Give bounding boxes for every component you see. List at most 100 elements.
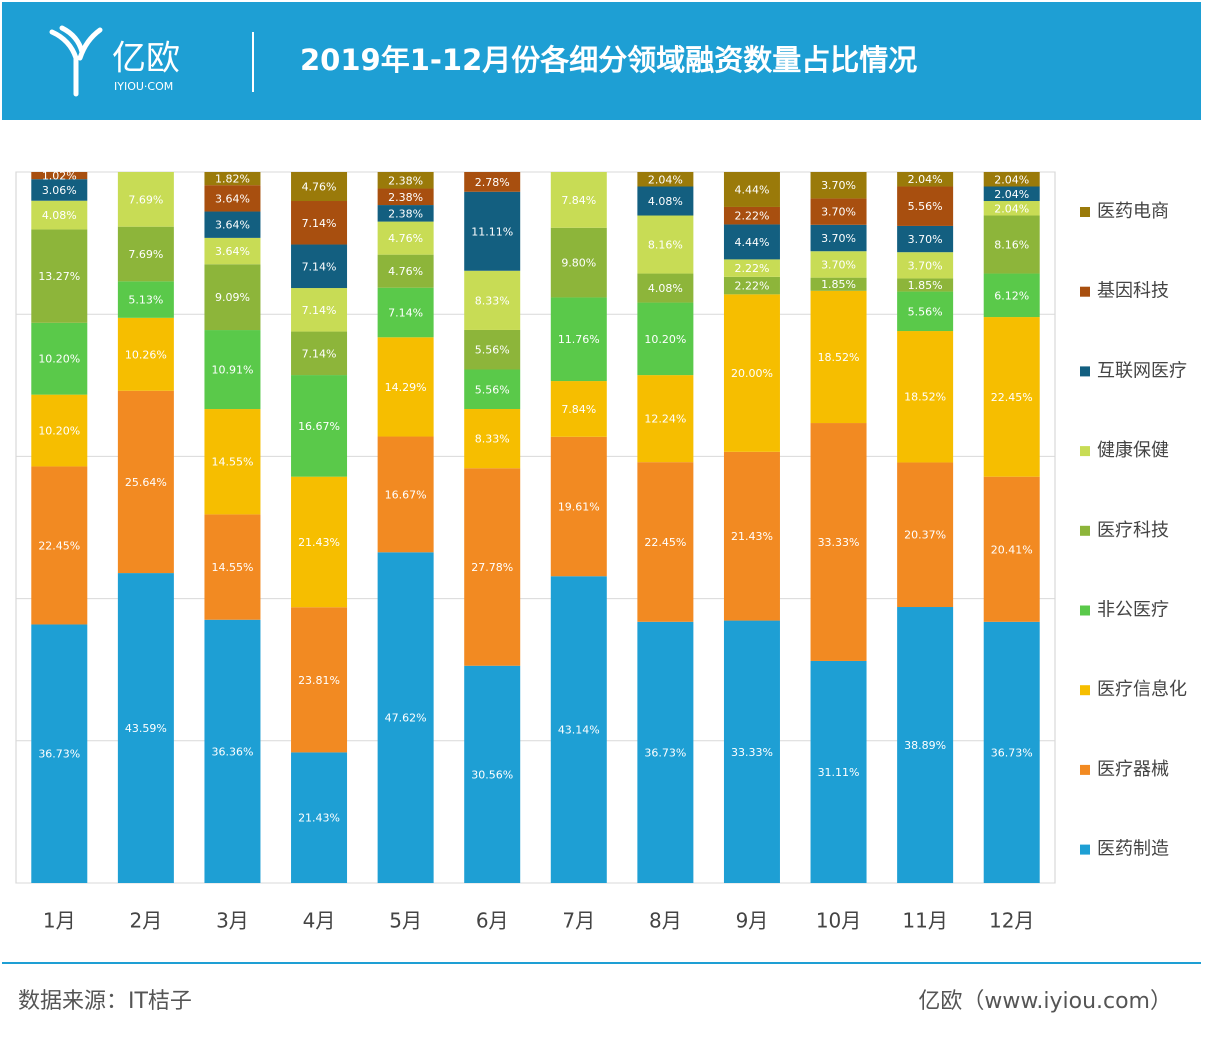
value-label: 5.56% bbox=[475, 383, 510, 396]
value-label: 3.70% bbox=[821, 206, 856, 219]
value-label: 5.56% bbox=[908, 305, 943, 318]
bar-segment bbox=[810, 290, 867, 424]
bar-segment bbox=[983, 186, 1040, 202]
value-label: 3.70% bbox=[908, 259, 943, 272]
value-label: 5.13% bbox=[128, 294, 163, 307]
value-label: 4.08% bbox=[648, 282, 683, 295]
bar-segment bbox=[117, 172, 174, 227]
legend-swatch bbox=[1080, 685, 1090, 696]
value-label: 2.38% bbox=[388, 191, 423, 204]
value-label: 2.22% bbox=[734, 280, 769, 293]
value-label: 4.08% bbox=[648, 195, 683, 208]
value-label: 7.14% bbox=[302, 217, 337, 230]
value-label: 47.62% bbox=[385, 712, 427, 725]
value-label: 3.70% bbox=[821, 179, 856, 192]
bar-segment bbox=[291, 752, 348, 883]
value-label: 4.76% bbox=[388, 232, 423, 245]
value-label: 22.45% bbox=[644, 536, 686, 549]
bar-segment bbox=[897, 331, 954, 463]
value-label: 21.43% bbox=[298, 536, 340, 549]
value-label: 13.27% bbox=[38, 270, 80, 283]
x-tick-label: 6月 bbox=[476, 909, 509, 933]
bar-segment bbox=[464, 665, 521, 883]
value-label: 12.24% bbox=[644, 413, 686, 426]
legend-label: 医疗器械 bbox=[1097, 759, 1169, 780]
value-label: 22.45% bbox=[38, 539, 80, 552]
value-label: 7.14% bbox=[302, 304, 337, 317]
value-label: 9.80% bbox=[561, 257, 596, 270]
bar-segment bbox=[377, 552, 434, 883]
bar-segment bbox=[31, 229, 88, 323]
legend-swatch bbox=[1080, 446, 1090, 457]
bar-segment bbox=[204, 514, 261, 620]
bar-segment bbox=[897, 462, 954, 608]
bar-segment bbox=[810, 224, 867, 252]
legend-label: 健康保健 bbox=[1097, 440, 1169, 461]
bar-segment bbox=[810, 251, 867, 278]
legend-swatch bbox=[1080, 207, 1090, 217]
value-label: 1.02% bbox=[42, 170, 77, 183]
bar-segment bbox=[377, 172, 434, 189]
bar-segment bbox=[204, 237, 261, 265]
bar-segment bbox=[377, 188, 434, 206]
bar-segment bbox=[377, 205, 434, 222]
legend-label: 互联网医疗 bbox=[1097, 360, 1187, 381]
legend-swatch bbox=[1080, 844, 1090, 855]
value-label: 3.70% bbox=[821, 258, 856, 271]
bar-segment bbox=[983, 172, 1040, 187]
value-label: 30.56% bbox=[471, 768, 513, 781]
bar-segment bbox=[637, 302, 694, 376]
value-label: 36.36% bbox=[211, 745, 253, 758]
bar-segment bbox=[377, 254, 434, 288]
value-label: 7.14% bbox=[388, 306, 423, 319]
bar-segment bbox=[637, 462, 694, 622]
bar-segment bbox=[291, 201, 348, 245]
bar-segment bbox=[204, 409, 261, 515]
header-band bbox=[2, 2, 1201, 120]
bar-segment bbox=[810, 198, 867, 225]
value-label: 27.78% bbox=[471, 561, 513, 574]
value-label: 2.04% bbox=[994, 202, 1029, 215]
logo-text: 亿欧 bbox=[112, 39, 180, 79]
value-label: 2.04% bbox=[908, 173, 943, 186]
value-label: 5.56% bbox=[475, 344, 510, 357]
legend-label: 基因科技 bbox=[1097, 281, 1169, 302]
bar-segment bbox=[983, 621, 1040, 883]
legend-swatch bbox=[1080, 366, 1090, 377]
bar-segment bbox=[377, 436, 434, 553]
legend-swatch bbox=[1080, 286, 1090, 297]
x-tick-label: 11月 bbox=[902, 909, 947, 933]
value-label: 36.73% bbox=[991, 746, 1033, 759]
bar-segment bbox=[897, 186, 954, 226]
legend-label: 医药电商 bbox=[1097, 201, 1169, 222]
bar-segment bbox=[204, 211, 261, 238]
bar-segment bbox=[117, 281, 174, 318]
value-label: 43.14% bbox=[558, 724, 600, 737]
value-label: 18.52% bbox=[818, 351, 860, 364]
bar-segment bbox=[897, 172, 954, 187]
value-label: 1.85% bbox=[908, 279, 943, 292]
value-label: 7.69% bbox=[128, 193, 163, 206]
value-label: 20.37% bbox=[904, 529, 946, 542]
value-label: 16.67% bbox=[385, 488, 427, 501]
value-label: 5.56% bbox=[908, 200, 943, 213]
value-label: 22.45% bbox=[991, 391, 1033, 404]
legend-swatch bbox=[1080, 525, 1090, 536]
value-label: 3.70% bbox=[821, 232, 856, 245]
legend-label: 医药制造 bbox=[1097, 839, 1169, 860]
x-tick-label: 10月 bbox=[816, 909, 861, 933]
bar-segment bbox=[810, 172, 867, 199]
value-label: 3.06% bbox=[42, 184, 77, 197]
value-label: 10.26% bbox=[125, 348, 167, 361]
value-label: 20.41% bbox=[991, 543, 1033, 556]
bar-segment bbox=[204, 330, 261, 410]
bar-segment bbox=[723, 259, 780, 277]
x-tick-label: 2月 bbox=[130, 909, 163, 933]
bar-segment bbox=[291, 375, 348, 477]
bar-segment bbox=[810, 277, 867, 291]
bar-segment bbox=[117, 317, 174, 391]
bar-segment bbox=[637, 273, 694, 303]
bar-segment bbox=[464, 270, 521, 330]
bar-segment bbox=[377, 221, 434, 255]
value-label: 7.84% bbox=[561, 403, 596, 416]
